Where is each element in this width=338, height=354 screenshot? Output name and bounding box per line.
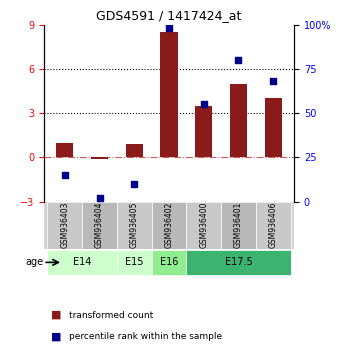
Text: GSM936402: GSM936402 (165, 202, 173, 248)
Bar (152, 201, 186, 249)
Text: GSM936400: GSM936400 (199, 202, 208, 248)
Point (166, 25, 172, 31)
Bar (117, 201, 152, 249)
Bar (221, 201, 256, 249)
Text: E15: E15 (125, 257, 144, 267)
FancyBboxPatch shape (47, 250, 117, 275)
Text: percentile rank within the sample: percentile rank within the sample (69, 332, 222, 341)
Text: GSM936401: GSM936401 (234, 202, 243, 248)
Text: age: age (25, 257, 43, 267)
Bar (265, 98, 282, 157)
Bar (91, 157, 108, 159)
Text: ■: ■ (51, 331, 61, 341)
Text: E17.5: E17.5 (225, 257, 252, 267)
Text: transformed count: transformed count (69, 310, 153, 320)
Bar (82, 201, 117, 249)
Text: GSM936403: GSM936403 (60, 202, 69, 248)
Title: GDS4591 / 1417424_at: GDS4591 / 1417424_at (96, 9, 242, 22)
Bar (230, 84, 247, 157)
Point (131, 181, 137, 187)
Text: GSM936404: GSM936404 (95, 202, 104, 248)
Bar (160, 32, 178, 157)
Text: ■: ■ (51, 310, 61, 320)
FancyBboxPatch shape (152, 250, 186, 275)
FancyBboxPatch shape (117, 250, 152, 275)
Bar (47, 201, 82, 249)
Text: GSM936405: GSM936405 (130, 202, 139, 248)
Bar (186, 201, 221, 249)
Text: E14: E14 (73, 257, 91, 267)
Bar (195, 106, 212, 157)
Point (62, 172, 68, 178)
Text: E16: E16 (160, 257, 178, 267)
FancyBboxPatch shape (186, 250, 291, 275)
Bar (56, 143, 73, 157)
Bar (256, 201, 291, 249)
Point (201, 102, 207, 107)
Point (236, 57, 241, 63)
Point (270, 79, 276, 84)
Point (97, 195, 102, 201)
Text: GSM936406: GSM936406 (269, 202, 278, 248)
Bar (126, 144, 143, 157)
